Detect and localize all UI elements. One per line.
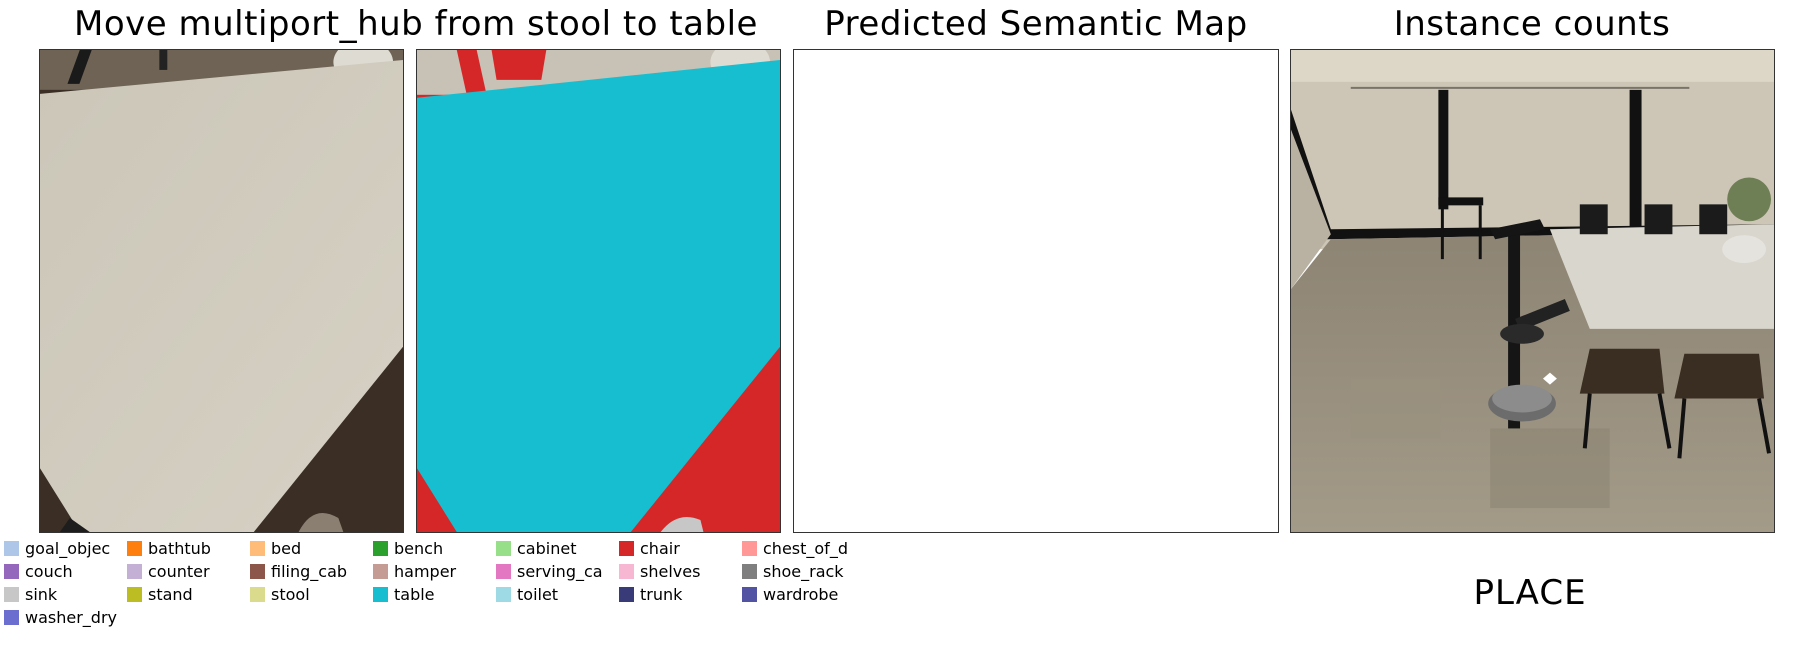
legend-label: filing_cab <box>271 561 348 581</box>
legend-swatch <box>373 540 388 556</box>
legend-item: sink <box>4 584 57 604</box>
legend-item: chest_of_d <box>742 538 848 558</box>
legend-label: bathtub <box>148 538 211 558</box>
legend-label: hamper <box>394 561 457 581</box>
legend-swatch <box>496 540 511 556</box>
legend-item: serving_ca <box>496 561 603 581</box>
legend-item: cabinet <box>496 538 576 558</box>
legend-swatch <box>619 563 634 579</box>
legend-item: toilet <box>496 584 558 604</box>
legend-swatch <box>373 563 388 579</box>
legend-swatch <box>742 563 757 579</box>
legend-item: washer_dry <box>4 607 117 627</box>
segmentation-view-image <box>417 50 780 532</box>
legend-item: stand <box>127 584 193 604</box>
semantic-map-panel <box>793 49 1279 533</box>
legend-label: bed <box>271 538 302 558</box>
legend-label: sink <box>25 584 58 604</box>
legend-label: washer_dry <box>25 607 117 627</box>
legend-label: chest_of_d <box>763 538 848 558</box>
legend-swatch <box>496 586 511 602</box>
legend-label: wardrobe <box>763 584 839 604</box>
legend-item: hamper <box>373 561 456 581</box>
legend-label: bench <box>394 538 444 558</box>
legend-label: couch <box>25 561 73 581</box>
legend-swatch <box>496 563 511 579</box>
legend-item: bathtub <box>127 538 211 558</box>
legend-label: serving_ca <box>517 561 603 581</box>
semantic-map-title: Predicted Semantic Map <box>824 4 1248 44</box>
legend-swatch <box>127 586 142 602</box>
legend-item: table <box>373 584 435 604</box>
legend-swatch <box>127 563 142 579</box>
legend-swatch <box>742 540 757 556</box>
instance-counts-title: Instance counts <box>1393 4 1671 44</box>
legend-swatch <box>4 586 19 602</box>
legend-label: counter <box>148 561 210 581</box>
legend-swatch <box>619 586 634 602</box>
legend-swatch <box>250 586 265 602</box>
legend-label: trunk <box>640 584 683 604</box>
legend-label: chair <box>640 538 680 558</box>
legend-label: cabinet <box>517 538 577 558</box>
legend-label: table <box>394 584 435 604</box>
legend-label: stool <box>271 584 310 604</box>
legend-label: toilet <box>517 584 559 604</box>
legend-label: shelves <box>640 561 701 581</box>
rgb-view-panel <box>39 49 404 533</box>
legend-item: goal_objec <box>4 538 110 558</box>
third-person-view-panel <box>1290 49 1775 533</box>
action-status: PLACE <box>1473 573 1587 613</box>
third-person-view-image <box>1291 50 1774 532</box>
legend-swatch <box>250 540 265 556</box>
legend-swatch <box>250 563 265 579</box>
legend-item: stool <box>250 584 310 604</box>
legend-item: chair <box>619 538 680 558</box>
legend-label: shoe_rack <box>763 561 844 581</box>
segmentation-view-panel <box>416 49 781 533</box>
legend-swatch <box>742 586 757 602</box>
legend-item: filing_cab <box>250 561 347 581</box>
legend-swatch <box>373 586 388 602</box>
legend-swatch <box>619 540 634 556</box>
legend-item: couch <box>4 561 73 581</box>
legend-swatch <box>4 540 19 556</box>
legend-swatch <box>4 609 19 625</box>
task-title: Move multiport_hub from stool to table <box>74 4 758 44</box>
rgb-view-image <box>40 50 403 532</box>
legend-item: bench <box>373 538 443 558</box>
legend-item: shelves <box>619 561 700 581</box>
legend-label: stand <box>148 584 193 604</box>
legend-swatch <box>127 540 142 556</box>
legend-item: shoe_rack <box>742 561 844 581</box>
legend-swatch <box>4 563 19 579</box>
legend-item: wardrobe <box>742 584 838 604</box>
legend-item: counter <box>127 561 210 581</box>
legend-label: goal_objec <box>25 538 111 558</box>
legend-item: bed <box>250 538 301 558</box>
legend-item: trunk <box>619 584 682 604</box>
